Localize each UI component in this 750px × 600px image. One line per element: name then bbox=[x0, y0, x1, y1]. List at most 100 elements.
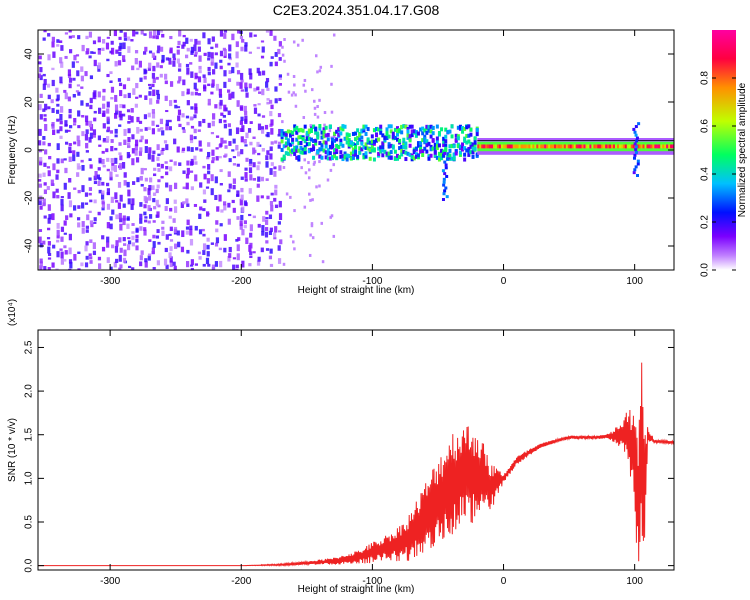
spectrogram-cell bbox=[239, 82, 243, 89]
spectrogram-cell bbox=[72, 77, 76, 81]
spectrogram-cell bbox=[172, 53, 176, 58]
spectrogram-cell bbox=[138, 150, 143, 156]
spectrogram-cell bbox=[290, 93, 294, 97]
spectrogram-cell bbox=[431, 138, 435, 143]
spectrogram-cell bbox=[52, 51, 56, 58]
spectrogram-cell bbox=[540, 144, 543, 149]
spectrogram-cell bbox=[307, 128, 311, 133]
spectrogram-cell bbox=[48, 214, 52, 220]
spectrogram-cell bbox=[176, 106, 181, 109]
spectrogram-cell bbox=[130, 203, 134, 210]
spectrogram-cell bbox=[341, 154, 345, 159]
spectrogram-cell bbox=[85, 269, 89, 270]
spectrogram-cell bbox=[245, 157, 249, 162]
spectrogram-cell bbox=[228, 57, 232, 61]
spectrogram-cell bbox=[198, 256, 202, 260]
spectrogram-cell bbox=[84, 202, 89, 205]
spectrogram-cell bbox=[52, 244, 56, 249]
spectrogram-cell bbox=[398, 155, 402, 160]
spectrogram-cell bbox=[169, 239, 174, 242]
spectrogram-cell bbox=[157, 168, 161, 172]
spectrogram-cell bbox=[293, 127, 297, 132]
spectrogram-cell bbox=[218, 247, 222, 251]
spectrogram-cell bbox=[605, 144, 608, 149]
spectrogram-cell bbox=[248, 162, 252, 167]
spectrogram-cell bbox=[147, 195, 152, 201]
spectrogram-cell bbox=[106, 241, 110, 248]
spectrogram-cell bbox=[115, 49, 119, 54]
spectrogram-cell bbox=[52, 163, 56, 171]
spectrogram-cell bbox=[289, 234, 293, 238]
spectrogram-cell bbox=[347, 133, 351, 138]
spectrogram-cell bbox=[431, 146, 435, 151]
spectrogram-cell bbox=[257, 123, 262, 131]
spectrogram-cell bbox=[377, 151, 381, 156]
spectrogram-cell bbox=[135, 82, 139, 89]
spectrogram-cell bbox=[101, 235, 105, 240]
spectrogram-cell bbox=[207, 83, 211, 87]
spectrogram-cell bbox=[395, 137, 399, 142]
spectrogram-cell bbox=[135, 234, 139, 239]
spectrogram-cell bbox=[59, 40, 63, 44]
spectrogram-cell bbox=[435, 143, 439, 148]
x-tick-label: -100 bbox=[362, 276, 382, 287]
spectrogram-cell bbox=[429, 147, 433, 152]
spectrogram-cell bbox=[68, 156, 72, 162]
spectrogram-cell bbox=[59, 248, 63, 251]
spectrogram-cell bbox=[168, 57, 172, 61]
spectrogram-cell bbox=[295, 148, 299, 153]
spectrogram-cell bbox=[223, 104, 227, 112]
spectrogram-cell bbox=[456, 144, 460, 149]
spectrogram-cell bbox=[332, 234, 336, 238]
spectrogram-cell bbox=[180, 246, 185, 253]
spectrogram-cell bbox=[156, 30, 161, 36]
spectrogram-cell bbox=[193, 114, 197, 119]
spectrogram-cell bbox=[96, 174, 100, 180]
spectrogram-feature-0 bbox=[444, 166, 448, 170]
spectrogram-cell bbox=[593, 144, 596, 149]
spectrogram-cell bbox=[127, 189, 131, 197]
spectrogram-cell bbox=[589, 144, 592, 149]
spectrogram-cell bbox=[89, 164, 93, 169]
spectrogram-cell bbox=[473, 146, 477, 151]
spectrogram-cell bbox=[47, 257, 52, 260]
spectrogram-cell bbox=[210, 174, 214, 182]
spectrogram-cell bbox=[164, 206, 168, 212]
spectrogram-cell bbox=[174, 104, 178, 109]
spectrogram-cell bbox=[219, 143, 223, 147]
spectrogram-cell bbox=[408, 138, 412, 143]
spectrogram-cell bbox=[131, 231, 135, 234]
spectrogram-cell bbox=[235, 127, 240, 135]
spectrogram-cell bbox=[425, 139, 429, 144]
spectrogram-cell bbox=[419, 127, 423, 132]
spectrogram-cell bbox=[178, 30, 182, 37]
spectrogram-cell bbox=[89, 124, 94, 131]
spectrogram-cell bbox=[122, 257, 127, 263]
spectrogram-cell bbox=[264, 231, 269, 238]
spectrogram-cell bbox=[148, 91, 152, 96]
spectrogram-cell bbox=[119, 223, 123, 231]
spectrogram-cell bbox=[101, 190, 105, 195]
spectrogram-cell bbox=[349, 151, 353, 156]
spectrogram-cell bbox=[435, 140, 439, 145]
spectrogram-cell bbox=[39, 205, 43, 210]
spectrogram-cell bbox=[151, 247, 155, 255]
snr-y-ticks: 0.00.51.01.52.02.5 bbox=[24, 340, 674, 573]
spectrogram-cell bbox=[126, 36, 131, 41]
spectrogram-cell bbox=[177, 109, 182, 116]
spectrogram-cell bbox=[514, 144, 518, 149]
spectrogram-cell bbox=[281, 45, 284, 49]
spectrogram-cell bbox=[303, 139, 307, 144]
spectrogram-cell bbox=[518, 144, 522, 149]
spectrogram-cell bbox=[301, 147, 305, 152]
spectrogram-cell bbox=[442, 143, 446, 148]
spectrogram-cell bbox=[224, 153, 228, 157]
spectrogram-cell bbox=[270, 162, 274, 166]
spectrogram-cell bbox=[239, 223, 243, 230]
spectrogram-cell bbox=[258, 144, 262, 147]
spectrogram-cell bbox=[534, 144, 537, 149]
spectrogram-cell bbox=[156, 184, 160, 189]
y-tick-label: 0 bbox=[24, 147, 35, 153]
spectrogram-cell bbox=[93, 269, 98, 270]
spectrogram-cell bbox=[156, 50, 160, 54]
